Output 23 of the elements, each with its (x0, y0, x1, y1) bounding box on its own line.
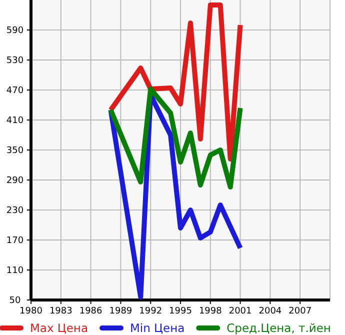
x-tick-label: 2007 (288, 306, 312, 316)
x-tick-label: 1992 (139, 306, 162, 316)
legend-label: Max Цена (30, 321, 88, 335)
x-tick-label: 1986 (79, 306, 103, 316)
y-tick-label: 50 (9, 296, 21, 306)
x-tick-label: 1989 (109, 306, 132, 316)
y-tick-label: 590 (6, 26, 24, 36)
x-tick-label: 1995 (169, 306, 192, 316)
y-tick-label: 350 (6, 146, 24, 156)
x-tick-label: 1998 (198, 306, 222, 316)
y-tick-label: 110 (6, 266, 24, 276)
x-tick-label: 1980 (20, 306, 43, 316)
y-tick-label: 170 (6, 236, 24, 246)
y-tick-label: 290 (6, 176, 24, 186)
y-tick-label: 530 (6, 56, 24, 66)
legend-label: Сред.Цена, т.йен (226, 321, 331, 335)
y-tick-label: 230 (6, 206, 24, 216)
x-tick-label: 2001 (228, 306, 252, 316)
y-tick-label: 410 (6, 116, 24, 126)
legend-label: Min Цена (130, 321, 185, 335)
y-tick-label: 470 (6, 86, 24, 96)
x-tick-label: 2004 (258, 306, 282, 316)
x-tick-label: 1983 (49, 306, 72, 316)
